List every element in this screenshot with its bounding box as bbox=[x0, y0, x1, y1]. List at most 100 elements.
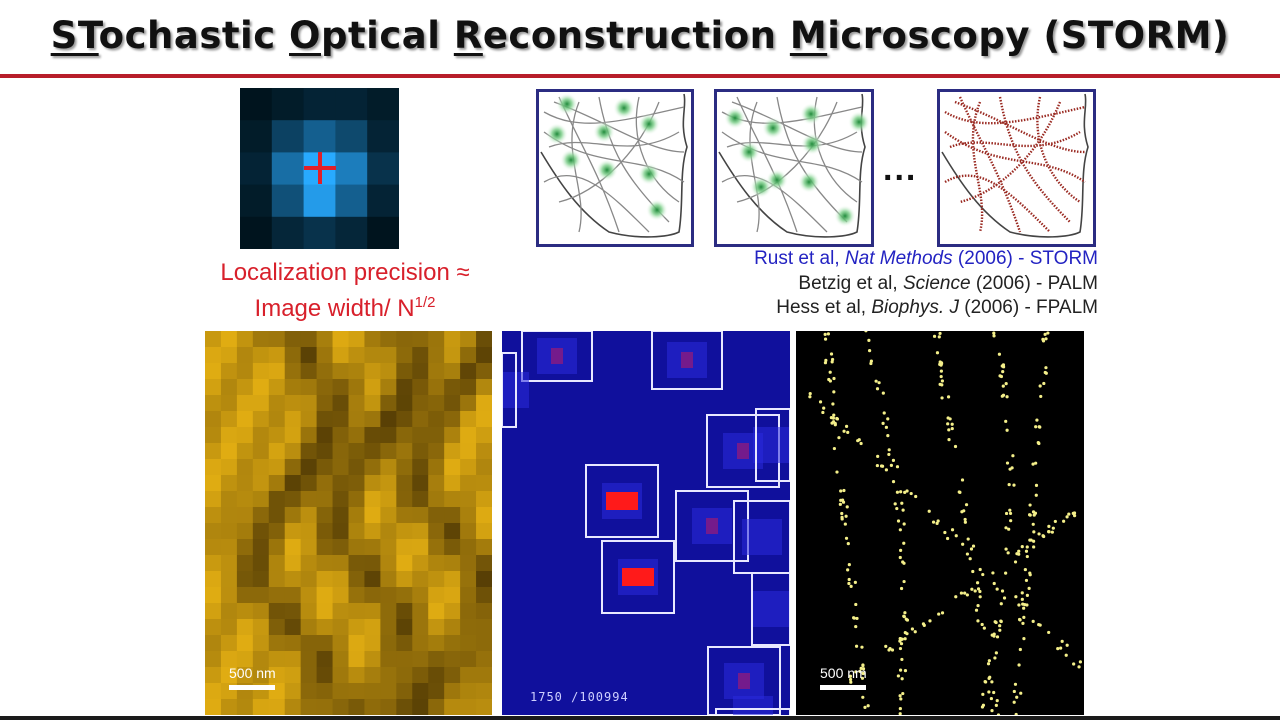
localization-dot bbox=[899, 490, 903, 494]
widefield-pixel bbox=[428, 603, 445, 620]
localization-dot bbox=[994, 703, 998, 707]
widefield-pixel bbox=[220, 427, 238, 444]
localization-dot bbox=[1044, 337, 1048, 341]
widefield-pixel bbox=[205, 555, 222, 572]
widefield-pixel bbox=[444, 603, 461, 620]
localization-dot bbox=[1017, 603, 1021, 607]
filament bbox=[543, 175, 650, 233]
widefield-pixel bbox=[316, 555, 334, 572]
localization-dot bbox=[1047, 524, 1051, 528]
psf-pixel bbox=[240, 152, 273, 186]
widefield-pixel bbox=[364, 459, 381, 476]
widefield-pixel bbox=[284, 699, 302, 715]
widefield-pixel bbox=[460, 347, 477, 364]
psf-pixel bbox=[240, 88, 273, 121]
widefield-pixel bbox=[412, 459, 429, 476]
widefield-pixel bbox=[476, 539, 492, 556]
widefield-pixel bbox=[348, 475, 365, 492]
localization-dot bbox=[974, 608, 979, 612]
widefield-pixel bbox=[316, 363, 334, 380]
localization-dot bbox=[1005, 461, 1010, 465]
widefield-pixel bbox=[316, 411, 334, 428]
widefield-pixel bbox=[412, 507, 429, 524]
widefield-pixel bbox=[205, 635, 222, 652]
localization-dot bbox=[950, 422, 954, 426]
widefield-pixel bbox=[444, 587, 461, 604]
widefield-pixel bbox=[205, 491, 222, 508]
widefield-pixel bbox=[364, 635, 381, 652]
widefield-pixel bbox=[396, 427, 413, 444]
citation-hess-fpalm: Hess et al, Biophys. J (2006) - FPALM bbox=[776, 297, 1098, 318]
widefield-pixel bbox=[205, 427, 222, 444]
widefield-pixel bbox=[284, 571, 302, 588]
widefield-pixel bbox=[364, 443, 381, 460]
widefield-pixel bbox=[284, 411, 302, 428]
localization-dot bbox=[1025, 545, 1029, 549]
localization-dot bbox=[855, 616, 859, 621]
widefield-pixel bbox=[380, 699, 397, 715]
fluorophore-spot bbox=[834, 205, 856, 227]
widefield-pixel bbox=[236, 523, 254, 540]
localization-dot bbox=[954, 534, 958, 538]
widefield-pixel bbox=[460, 491, 477, 508]
localization-dot bbox=[1014, 595, 1018, 599]
widefield-pixel bbox=[300, 395, 318, 412]
localization-dot bbox=[1032, 545, 1036, 549]
localization-dot bbox=[1047, 530, 1051, 534]
widefield-pixel bbox=[220, 363, 238, 380]
widefield-pixel bbox=[428, 411, 445, 428]
widefield-pixel bbox=[284, 635, 302, 652]
localization-dot bbox=[999, 602, 1003, 606]
localization-dot bbox=[1025, 554, 1029, 559]
widefield-pixel bbox=[205, 587, 222, 604]
localization-dot bbox=[1001, 370, 1005, 374]
widefield-pixel bbox=[316, 667, 334, 684]
widefield-pixel bbox=[348, 347, 365, 364]
localization-dot bbox=[990, 633, 994, 637]
widefield-pixel bbox=[268, 427, 286, 444]
localization-dot bbox=[902, 561, 906, 565]
widefield-pixel bbox=[380, 603, 397, 620]
widefield-pixel bbox=[268, 331, 286, 348]
fluorophore-spot bbox=[800, 103, 822, 125]
localization-dot bbox=[946, 395, 951, 399]
widefield-pixel bbox=[444, 491, 461, 508]
scale-bar-label: 500 nm bbox=[229, 665, 276, 681]
localization-dot bbox=[847, 581, 851, 586]
widefield-pixel bbox=[220, 395, 238, 412]
widefield-pixel bbox=[284, 459, 302, 476]
psf-pixel bbox=[367, 216, 400, 250]
localization-dot bbox=[969, 547, 974, 551]
localization-dot bbox=[896, 519, 901, 523]
precision-line-2: Image width/ N1/2 bbox=[254, 294, 436, 322]
localization-dot bbox=[986, 662, 991, 666]
widefield-pixel bbox=[476, 395, 492, 412]
widefield-pixel bbox=[252, 459, 270, 476]
localization-dot bbox=[981, 692, 985, 696]
widefield-pixel bbox=[412, 683, 429, 700]
widefield-pixel bbox=[205, 507, 222, 524]
widefield-pixel bbox=[396, 523, 413, 540]
widefield-pixel bbox=[460, 443, 477, 460]
widefield-pixel bbox=[444, 699, 461, 715]
localization-dot bbox=[875, 463, 879, 468]
widefield-pixel bbox=[476, 459, 492, 476]
title-acronym-letter: O bbox=[289, 14, 321, 57]
widefield-pixel bbox=[268, 363, 286, 380]
widefield-pixel bbox=[460, 571, 477, 588]
widefield-pixel bbox=[220, 347, 238, 364]
localization-dot bbox=[1034, 483, 1039, 487]
widefield-pixel bbox=[300, 587, 318, 604]
psf-pixel bbox=[335, 88, 368, 121]
widefield-pixel bbox=[252, 411, 270, 428]
widefield-pixel bbox=[236, 395, 254, 412]
localization-dot bbox=[992, 581, 996, 586]
widefield-pixel bbox=[236, 507, 254, 524]
widefield-pixel bbox=[300, 443, 318, 460]
localization-dot bbox=[830, 421, 834, 425]
widefield-pixel bbox=[412, 331, 429, 348]
scale-bar bbox=[820, 685, 866, 690]
widefield-pixel bbox=[348, 427, 365, 444]
widefield-pixel bbox=[316, 571, 334, 588]
widefield-pixel bbox=[268, 379, 286, 396]
